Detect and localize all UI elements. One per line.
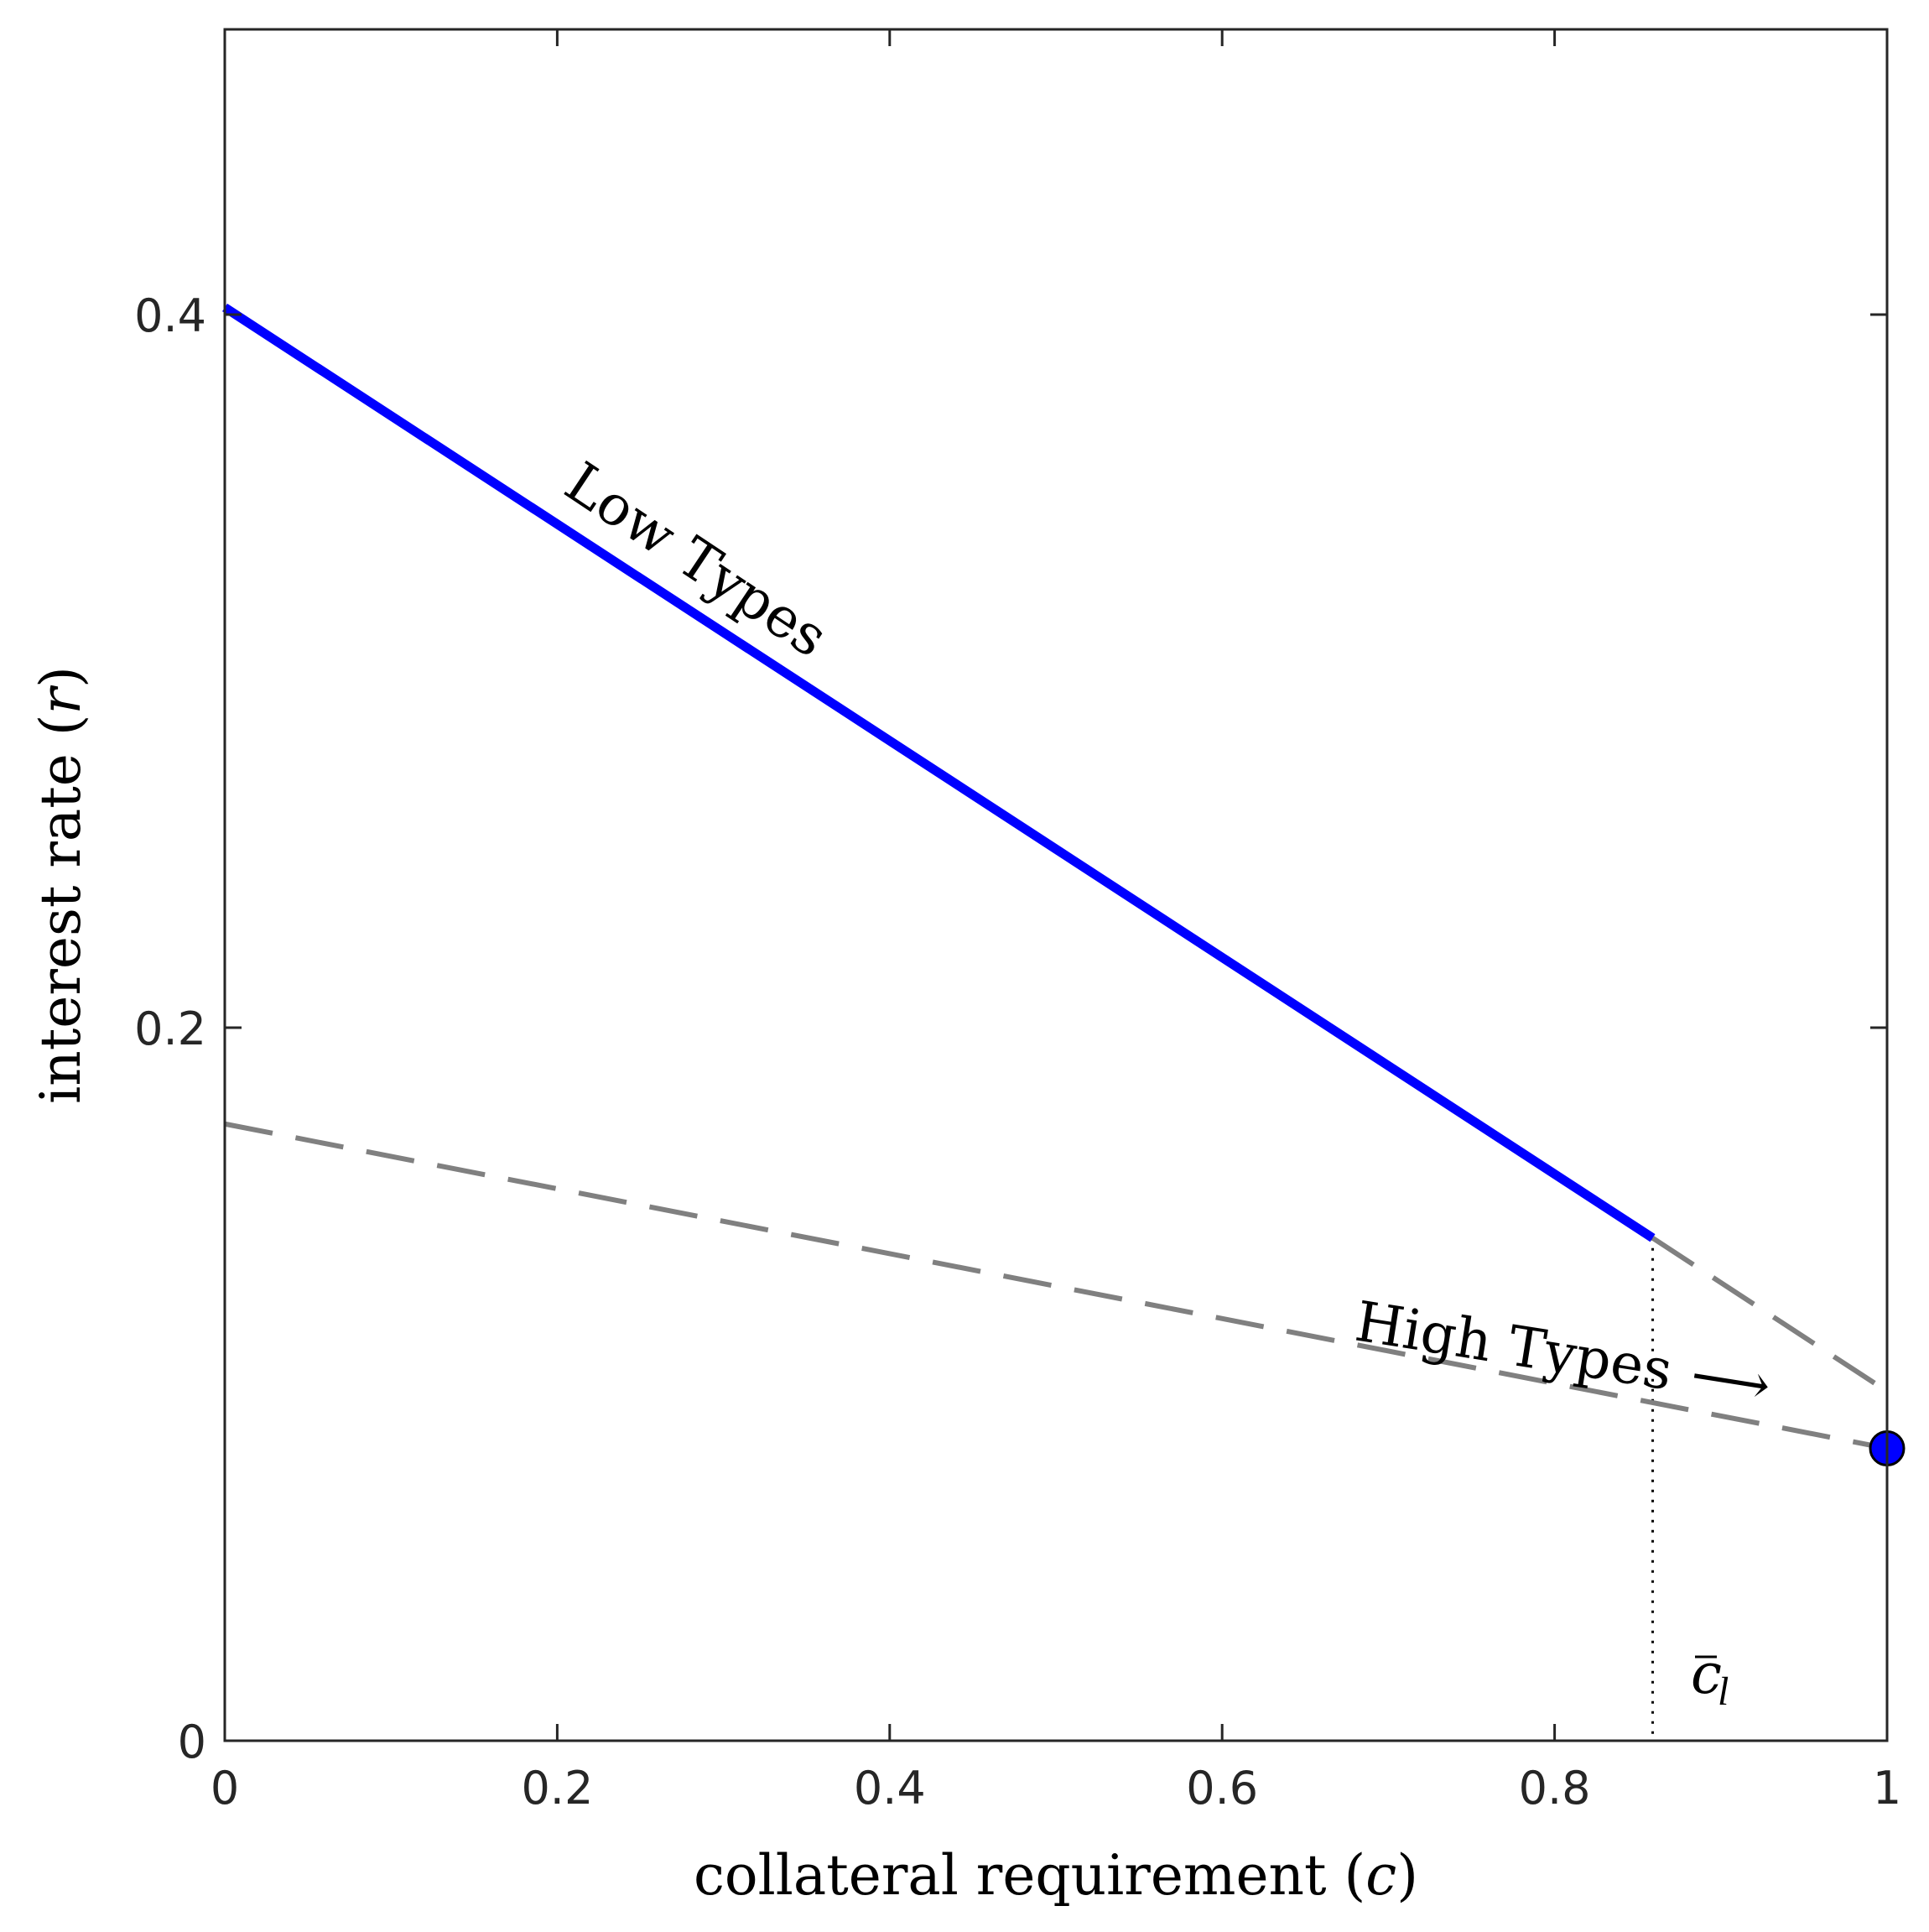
x-tick-label: 0.6 <box>1186 1762 1258 1815</box>
y-axis-label-close: ) <box>29 666 93 688</box>
x-axis-label-text: collateral requirement ( <box>694 1843 1365 1908</box>
x-tick-label: 0 <box>211 1762 239 1815</box>
x-axis-label: collateral requirement (c) <box>694 1843 1418 1908</box>
x-axis-variable: c <box>1365 1843 1396 1908</box>
y-axis-label: interest rate (r) <box>29 666 93 1104</box>
c-bar-l-label: c l <box>1691 1642 1729 1714</box>
x-axis-label-close: ) <box>1396 1843 1418 1908</box>
series-line-dashed-2 <box>1651 1236 1889 1394</box>
y-tick-label: 0.4 <box>134 289 206 342</box>
series-line-dashed-1 <box>224 1121 1888 1451</box>
x-tick-label: 0.4 <box>854 1762 926 1815</box>
axes-box <box>223 28 1889 1742</box>
y-axis-label-text: interest rate ( <box>29 714 93 1103</box>
x-tick-label: 0.8 <box>1519 1762 1591 1815</box>
c-bar-subscript: l <box>1718 1669 1729 1714</box>
y-axis-variable: r <box>29 685 93 714</box>
y-tick-label: 0 <box>178 1716 206 1768</box>
high-types-arrow: ⟶ <box>1687 1342 1776 1419</box>
c-bar-base: c <box>1691 1642 1722 1706</box>
x-tick-label: 1 <box>1873 1762 1901 1815</box>
x-tick-labels: 0 0.2 0.4 0.6 0.8 1 <box>211 1762 1901 1815</box>
x-tick-label: 0.2 <box>521 1762 593 1815</box>
y-tick-labels: 0 0.2 0.4 <box>134 289 206 1768</box>
series-line-low-types <box>221 303 1656 1242</box>
y-tick-label: 0.2 <box>134 1002 206 1055</box>
